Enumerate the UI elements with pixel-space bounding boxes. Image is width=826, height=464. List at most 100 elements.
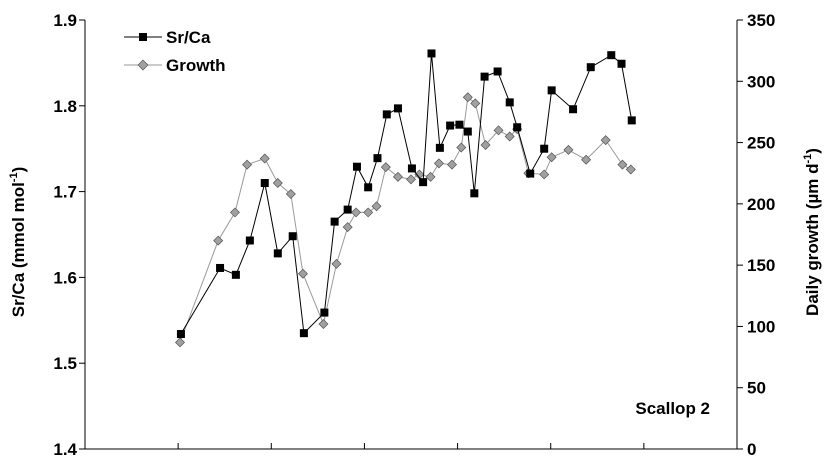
srca-point [427, 49, 436, 58]
growth-point [504, 131, 515, 142]
growth-point [425, 171, 436, 182]
y-axis-left-title-sup: -1 [8, 172, 20, 182]
y-axis-left-title: Sr/Ca (mmol mol-1) [8, 167, 28, 318]
growth-point [617, 159, 628, 170]
srca-point [617, 59, 626, 68]
growth-point [600, 135, 611, 146]
y-right-tick-label: 200 [747, 195, 775, 214]
growth-point [318, 318, 329, 329]
growth-point [351, 207, 362, 218]
y-left-tick-label: 1.5 [53, 354, 77, 373]
srca-point [320, 308, 329, 317]
y-right-tick-label: 300 [747, 72, 775, 91]
growth-point [546, 152, 557, 163]
srca-point [352, 162, 361, 171]
growth-point [229, 207, 240, 218]
growth-point [175, 337, 186, 348]
series-layer [175, 49, 636, 348]
series-growth [175, 92, 636, 348]
growth-point [331, 258, 342, 269]
srca-point [343, 205, 352, 214]
srca-point [526, 169, 535, 178]
srca-point [586, 63, 595, 72]
legend: Sr/Ca Growth [124, 28, 226, 75]
srca-point [419, 178, 428, 187]
y-axis-left-title-end: ) [9, 167, 28, 173]
y-left-tick-label: 1.4 [53, 440, 77, 459]
y-axis-left-title-main: Sr/Ca (mmol mol [9, 182, 28, 317]
series-srca-line [180, 53, 633, 335]
srca-point [373, 154, 382, 163]
srca-point [455, 120, 464, 129]
y-right-tick-label: 100 [747, 317, 775, 336]
srca-point [393, 104, 402, 113]
growth-point [380, 162, 391, 173]
y-right-tick-label: 0 [747, 440, 756, 459]
growth-point [493, 125, 504, 136]
srca-point [435, 143, 444, 152]
y-right-tick-label: 50 [747, 379, 766, 398]
series-growth-line [179, 96, 632, 343]
growth-point [563, 144, 574, 155]
srca-point [569, 105, 578, 114]
srca-point [245, 236, 254, 245]
axes [84, 20, 738, 450]
srca-point [493, 67, 502, 76]
srca-point [216, 263, 225, 272]
srca-point [446, 121, 455, 130]
y-axis-right-title-sup: -1 [802, 154, 814, 164]
srca-point [382, 110, 391, 119]
growth-point [539, 169, 550, 180]
growth-point [480, 140, 491, 151]
srca-point [260, 179, 269, 188]
srca-point [540, 144, 549, 153]
srca-point [176, 330, 185, 339]
y-axis-right-title-end: ) [803, 148, 822, 154]
growth-point [433, 158, 444, 169]
growth-point [446, 159, 457, 170]
srca-point [364, 183, 373, 192]
legend-growth-marker [137, 59, 149, 71]
srca-point [463, 127, 472, 136]
growth-point [406, 174, 416, 185]
srca-point [231, 270, 240, 279]
legend-entry-srca: Sr/Ca [124, 28, 211, 47]
y-right-tick-label: 350 [747, 11, 775, 30]
growth-point [297, 268, 308, 279]
y-axis-right-title: Daily growth (µm d-1) [802, 148, 822, 316]
srca-point [607, 51, 616, 60]
growth-point [363, 207, 374, 218]
growth-point [392, 171, 403, 182]
growth-point [581, 154, 592, 165]
y-right-tick-label: 250 [747, 134, 775, 153]
growth-point [456, 142, 467, 153]
growth-point [242, 159, 253, 170]
srca-point [299, 329, 308, 338]
growth-point [285, 189, 296, 200]
y-left-tick-label: 1.9 [53, 11, 77, 30]
growth-point [259, 153, 270, 164]
legend-srca-marker [139, 33, 147, 41]
growth-point [272, 178, 283, 189]
srca-point [513, 123, 522, 132]
srca-point [480, 72, 489, 81]
y-axis-right-title-main: Daily growth (µm d [803, 164, 822, 316]
y-left-tick-label: 1.8 [53, 97, 77, 116]
growth-point [371, 201, 382, 212]
growth-point [342, 222, 353, 233]
srca-point [470, 189, 479, 198]
srca-point [288, 232, 297, 241]
ticks: 1.4 1.5 1.6 1.7 1.8 1.9 0 50 100 150 200 250 300 350 [53, 11, 775, 459]
growth-point [625, 164, 636, 175]
srca-point [505, 98, 514, 107]
legend-entry-growth: Growth [124, 56, 226, 75]
srca-point [627, 116, 636, 125]
growth-point [470, 98, 481, 109]
growth-point [213, 235, 224, 246]
y-left-tick-label: 1.7 [53, 183, 77, 202]
series-srca [176, 49, 636, 339]
srca-point [407, 164, 416, 173]
legend-srca-label: Sr/Ca [166, 28, 211, 47]
scallop-annotation: Scallop 2 [635, 399, 710, 418]
